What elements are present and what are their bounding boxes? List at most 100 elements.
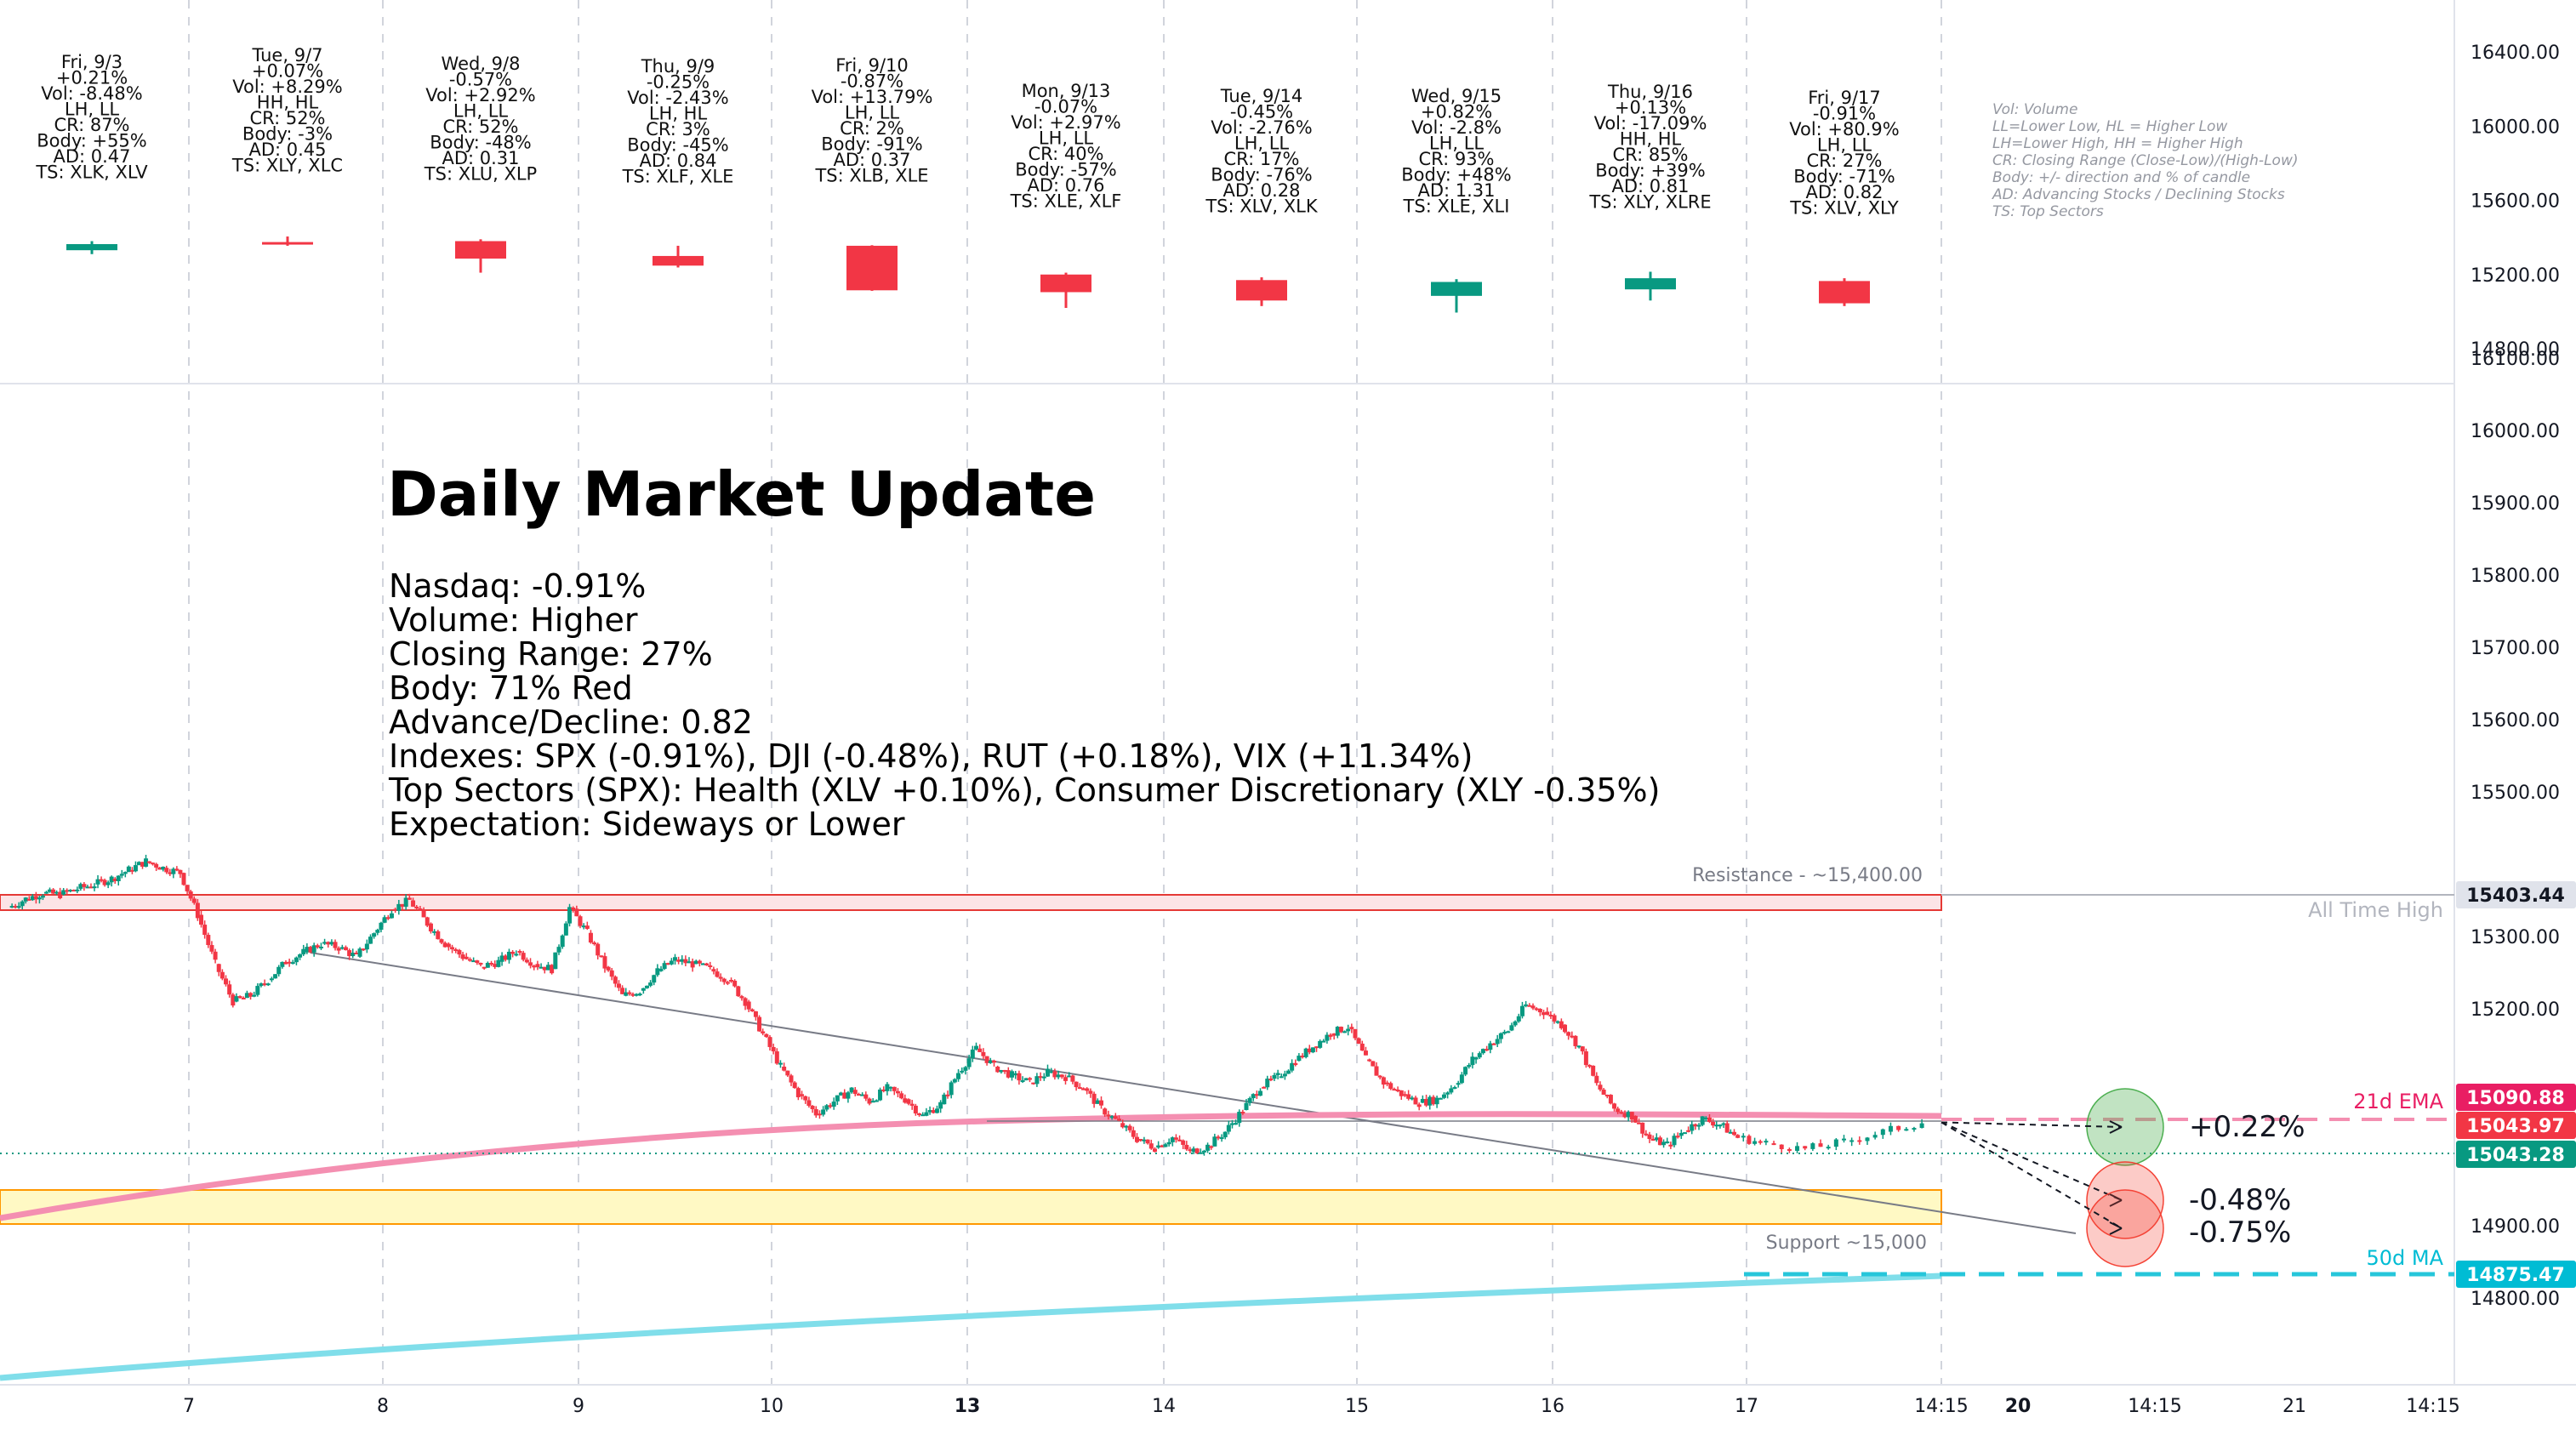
intraday-candle-body [421, 910, 426, 918]
intraday-candle-body [1545, 1011, 1550, 1015]
intraday-candle-body [503, 955, 508, 960]
intraday-candle-body [1787, 1148, 1792, 1151]
intraday-candle-body [389, 913, 394, 919]
price-tag-value: 15043.97 [2466, 1116, 2565, 1137]
daily-stat-line: Vol: +8.29% [232, 77, 342, 97]
intraday-candle-body [1696, 1124, 1701, 1127]
intraday-candle-body [1570, 1035, 1575, 1038]
price-tag-box [2456, 881, 2576, 908]
intraday-candle-body [539, 966, 544, 969]
intraday-candle-body [1194, 1148, 1200, 1153]
daily-stat-line: Body: -45% [627, 135, 729, 156]
intraday-candle-body [350, 953, 356, 957]
intraday-candle-body [917, 1113, 922, 1116]
daily-stat-line: AD: 0.45 [248, 139, 326, 160]
intraday-candle-body [16, 906, 21, 908]
intraday-candle-body [1477, 1053, 1482, 1058]
scenario-arrow [1941, 1121, 2123, 1229]
intraday-candle-body [1124, 1125, 1129, 1128]
daily-stat-line: Fri, 9/10 [835, 55, 909, 76]
intraday-candle-body [105, 882, 111, 885]
time-tick-label: 21 [2282, 1396, 2306, 1417]
intraday-candle-body [1113, 1116, 1118, 1119]
intraday-candle-body [680, 959, 685, 962]
downtrend-line[interactable] [310, 952, 2077, 1234]
intraday-candle-body [1091, 1093, 1097, 1104]
support-zone[interactable] [0, 1189, 1942, 1225]
daily-stat-line: TS: XLU, XLP [424, 164, 537, 185]
intraday-candle-body [227, 984, 232, 995]
intraday-candle-body [567, 907, 573, 924]
intraday-candle-body [354, 953, 359, 955]
intraday-candle-body [1488, 1043, 1493, 1050]
intraday-candle-body [514, 954, 519, 956]
intraday-candle-body [1258, 1090, 1262, 1096]
intraday-candle-body [1293, 1062, 1298, 1066]
intraday-candle-body [333, 942, 338, 948]
intraday-candle-body [839, 1092, 844, 1096]
intraday-candle-body [157, 867, 162, 870]
intraday-candle-body [1349, 1027, 1354, 1029]
daily-stat-line: Body: +48% [1401, 165, 1512, 185]
intraday-candle-body [553, 952, 558, 970]
intraday-candle-body [1173, 1137, 1178, 1140]
intraday-candle-body [528, 962, 533, 966]
intraday-candle-body [357, 948, 362, 957]
intraday-candle-body [708, 965, 713, 968]
intraday-candle-body [48, 889, 53, 892]
intraday-candle-body [393, 908, 398, 911]
intraday-candle-body [1063, 1077, 1068, 1081]
intraday-candle-body [457, 949, 462, 955]
intraday-candle-body [95, 879, 100, 885]
intraday-candle-body [725, 982, 730, 984]
intraday-candle-body [99, 879, 104, 881]
daily-stat-line: TS: XLV, XLY [1789, 198, 1899, 219]
intraday-candle-body [1307, 1048, 1312, 1053]
intraday-candle-body [1002, 1069, 1007, 1072]
intraday-candle-body [234, 996, 239, 1002]
intraday-candle-body [813, 1108, 818, 1116]
daily-candle-body [653, 255, 704, 266]
intraday-candle-body [863, 1094, 869, 1099]
intraday-candle-body [1166, 1141, 1171, 1145]
intraday-candle-body [1321, 1040, 1326, 1043]
intraday-candle-body [1138, 1139, 1143, 1141]
intraday-candle-body [892, 1086, 897, 1091]
intraday-candle-body [68, 890, 73, 892]
daily-stat-line: Fri, 9/17 [1808, 88, 1881, 108]
intraday-candle-body [1629, 1112, 1634, 1120]
intraday-candle-body [147, 861, 152, 863]
ema21-line [0, 1111, 1942, 1221]
axis-tick-label: 15200.00 [2471, 999, 2560, 1021]
intraday-candle-body [652, 975, 657, 983]
daily-stat-line: HH, HL [1620, 129, 1682, 150]
axis-tick-label: 15800.00 [2471, 566, 2560, 587]
summary-line: Expectation: Sideways or Lower [389, 806, 905, 843]
intraday-candle-body [1338, 1027, 1343, 1033]
intraday-candle-body [1297, 1056, 1302, 1062]
intraday-candle-body [648, 982, 653, 986]
intraday-candle-body [1668, 1144, 1673, 1147]
page-title: Daily Market Update [387, 458, 1096, 530]
intraday-candle-body [213, 951, 218, 960]
intraday-candle-body [1576, 1045, 1582, 1048]
intraday-candle-body [407, 897, 412, 900]
intraday-candle-body [581, 925, 586, 928]
intraday-candle-body [746, 1001, 751, 1010]
intraday-candle-body [1456, 1083, 1461, 1085]
daily-stat-line: Body: -91% [821, 134, 923, 155]
summary-line: Top Sectors (SPX): Health (XLV +0.10%), … [388, 771, 1661, 809]
daily-stat-line: AD: 0.82 [1805, 182, 1883, 202]
intraday-candle-body [1795, 1146, 1800, 1151]
intraday-candle-body [630, 993, 635, 996]
daily-stat-line: AD: 0.28 [1222, 180, 1300, 201]
intraday-candle-body [1181, 1140, 1186, 1145]
time-tick-label: 14:15 [2128, 1396, 2181, 1417]
intraday-candle-body [510, 951, 516, 954]
intraday-candle-body [322, 942, 328, 944]
resistance-zone[interactable] [0, 894, 1942, 911]
intraday-candle-body [294, 957, 299, 963]
intraday-candle-body [1644, 1133, 1649, 1136]
intraday-candle-body [482, 966, 487, 969]
time-tick-label: 9 [573, 1396, 584, 1417]
